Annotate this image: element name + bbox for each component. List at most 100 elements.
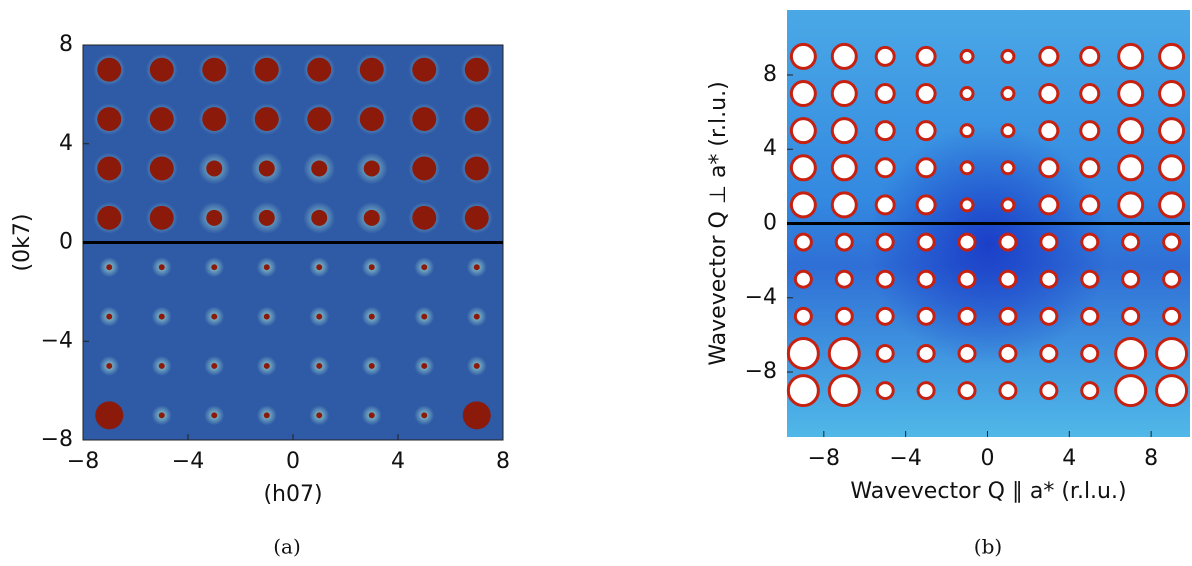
bragg-spot [1039, 381, 1059, 401]
bragg-spot [834, 306, 854, 326]
bragg-spot [998, 343, 1018, 363]
bragg-spot [1038, 83, 1060, 105]
x-axis-label: (h07) [263, 482, 322, 507]
bragg-spot [959, 86, 975, 102]
bragg-spot [1121, 306, 1141, 326]
y-tick-label: −4 [745, 285, 777, 310]
bragg-spot [830, 191, 858, 219]
bragg-spot [464, 205, 489, 230]
bragg-spot [830, 42, 858, 70]
bragg-spot [202, 107, 227, 132]
bragg-spot [959, 197, 975, 213]
y-tick-label: 8 [59, 32, 73, 57]
bragg-spot [211, 362, 218, 369]
bragg-spot [206, 209, 223, 226]
bragg-spot [916, 381, 936, 401]
bragg-spot [149, 156, 174, 181]
bragg-spot [1117, 191, 1145, 219]
bragg-spot [316, 313, 323, 320]
bragg-spot [1079, 83, 1101, 105]
y-tick-label: −4 [41, 328, 73, 353]
bragg-spot [1080, 343, 1100, 363]
bragg-spot [959, 160, 975, 176]
x-tick-label: 0 [980, 446, 994, 471]
bragg-spot [316, 412, 323, 419]
bragg-spot [789, 80, 817, 108]
bragg-spot [368, 313, 375, 320]
x-tick-label: 8 [1144, 446, 1158, 471]
bragg-spot [915, 120, 937, 142]
bragg-spot [957, 269, 977, 289]
x-tick-label: −4 [889, 446, 921, 471]
bragg-spot [97, 205, 122, 230]
bragg-spot [1038, 45, 1060, 67]
bragg-spot [789, 154, 817, 182]
bragg-spot [875, 381, 895, 401]
bragg-spot [1121, 232, 1141, 252]
caption: (a) [273, 535, 301, 559]
bragg-spot [916, 306, 936, 326]
bragg-spot [258, 209, 275, 226]
x-tick-label: 8 [496, 449, 510, 474]
bragg-spot [412, 156, 437, 181]
bragg-spot [875, 269, 895, 289]
bragg-spot [316, 264, 323, 271]
bragg-spot [106, 362, 113, 369]
bragg-spot [793, 269, 813, 289]
y-tick-label: 8 [763, 62, 777, 87]
bragg-spot [206, 160, 223, 177]
bragg-spot [307, 107, 332, 132]
bragg-spot [1039, 306, 1059, 326]
bragg-spot [1158, 191, 1186, 219]
bragg-spot [957, 381, 977, 401]
bragg-spot [263, 264, 270, 271]
bragg-spot [316, 362, 323, 369]
bragg-spot [915, 45, 937, 67]
bragg-spot [875, 306, 895, 326]
bragg-spot [915, 194, 937, 216]
bragg-spot [1079, 157, 1101, 179]
bragg-spot [254, 57, 279, 82]
bragg-spot [211, 412, 218, 419]
bragg-spot [1079, 120, 1101, 142]
bragg-spot [874, 45, 896, 67]
caption: (b) [974, 535, 1002, 559]
bragg-spot [1039, 232, 1059, 252]
bragg-spot [464, 107, 489, 132]
x-tick-label: −8 [67, 449, 99, 474]
bragg-spot [789, 191, 817, 219]
bragg-spot [106, 264, 113, 271]
bragg-spot [1080, 306, 1100, 326]
bragg-spot [412, 107, 437, 132]
bragg-spot [786, 336, 820, 370]
bragg-spot [1117, 117, 1145, 145]
bragg-spot [959, 48, 975, 64]
bragg-spot [158, 264, 165, 271]
bragg-spot [421, 412, 428, 419]
x-tick-label: −4 [172, 449, 204, 474]
bragg-spot [1162, 306, 1182, 326]
y-tick-label: 4 [763, 136, 777, 161]
bragg-spot [827, 336, 861, 370]
bragg-spot [421, 313, 428, 320]
bragg-spot [359, 107, 384, 132]
bragg-spot [1162, 232, 1182, 252]
bragg-spot [412, 205, 437, 230]
y-tick-label: 0 [59, 230, 73, 255]
x-tick-label: 4 [1062, 446, 1076, 471]
y-tick-label: 4 [59, 131, 73, 156]
bragg-spot [1121, 269, 1141, 289]
bragg-spot [473, 313, 480, 320]
y-axis-label: (0k7) [10, 214, 35, 272]
bragg-spot [1000, 197, 1016, 213]
bragg-spot [1000, 160, 1016, 176]
bragg-spot [1117, 154, 1145, 182]
bragg-spot [254, 107, 279, 132]
bragg-spot [368, 264, 375, 271]
bragg-spot [916, 232, 936, 252]
bragg-spot [915, 157, 937, 179]
bragg-spot [998, 232, 1018, 252]
bragg-spot [874, 157, 896, 179]
bragg-spot [1162, 269, 1182, 289]
